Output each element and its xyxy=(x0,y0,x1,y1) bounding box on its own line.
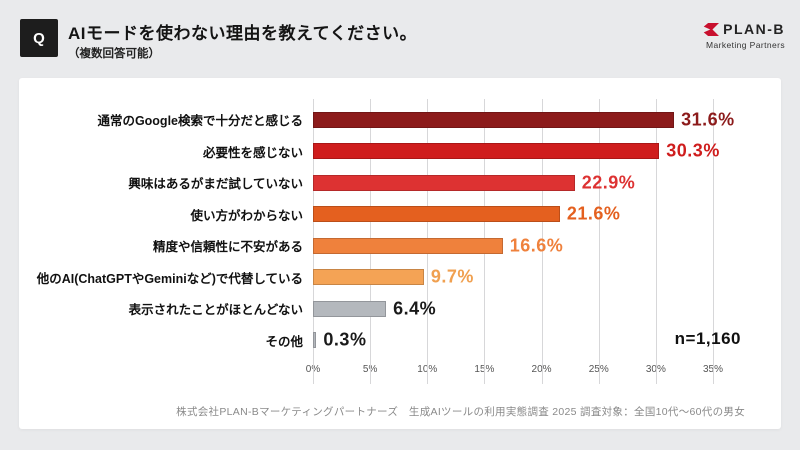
category-label: 通常のGoogle検索で十分だと感じる xyxy=(97,114,303,129)
bar-value-label: 9.7% xyxy=(430,266,474,287)
logo-row: PLAN-B xyxy=(699,21,785,37)
bar-track: 22.9% xyxy=(313,167,741,199)
plan-b-logo: PLAN-B Marketing Partners xyxy=(699,21,785,50)
bar-track: 30.3% xyxy=(313,136,741,168)
bar-value-label: 21.6% xyxy=(566,203,621,224)
category-label: 興味はあるがまだ試していない xyxy=(128,177,303,192)
source-caption: 株式会社PLAN-Bマーケティングパートナーズ 生成AIツールの利用実態調査 2… xyxy=(176,406,745,418)
bar xyxy=(313,237,503,254)
bar xyxy=(313,143,660,160)
bar xyxy=(313,332,317,349)
bar xyxy=(313,111,675,128)
category-label: 精度や信頼性に不安がある xyxy=(152,240,303,255)
gridline xyxy=(655,99,657,384)
gridline xyxy=(713,99,714,384)
bar-track: 0.3% xyxy=(313,325,741,357)
plan-b-logo-icon xyxy=(703,22,720,36)
chart-rows: 通常のGoogle検索で十分だと感じる 31.6% 必要性を感じない 30.3% 興味は… xyxy=(33,104,741,356)
bar-chart: 通常のGoogle検索で十分だと感じる 31.6% 必要性を感じない 30.3% 興味は… xyxy=(33,99,741,384)
logo-name: PLAN-B xyxy=(723,21,785,37)
bar-value-label: 6.4% xyxy=(393,298,437,319)
chart-row: その他 0.3% xyxy=(33,325,741,357)
page-subtitle: （複数回答可能） xyxy=(68,48,160,60)
chart-row: 必要性を感じない 30.3% xyxy=(33,136,741,168)
chart-row: 表示されたことがほとんどない 6.4% xyxy=(33,293,741,325)
bar-value-label: 30.3% xyxy=(666,140,720,161)
page-title: AIモードを使わない理由を教えてください。 xyxy=(68,24,418,43)
chart-row: 他のAI(ChatGPTやGeminiなど)で代替している 9.7% xyxy=(33,262,741,294)
bar-track: 21.6% xyxy=(313,199,741,231)
chart-row: 興味はあるがまだ試していない 22.9% xyxy=(33,167,741,199)
chart-card: 通常のGoogle検索で十分だと感じる 31.6% 必要性を感じない 30.3% 興味は… xyxy=(19,78,781,429)
bar-value-label: 31.6% xyxy=(681,109,735,130)
bar-track: 6.4% xyxy=(313,293,741,325)
gridline xyxy=(541,99,543,384)
category-label: その他 xyxy=(265,334,303,349)
bar-value-label: 16.6% xyxy=(509,235,564,256)
bar-value-label: 22.9% xyxy=(581,172,636,193)
category-label: 他のAI(ChatGPTやGeminiなど)で代替している xyxy=(36,271,303,286)
category-label: 使い方がわからない xyxy=(190,208,303,223)
category-label: 必要性を感じない xyxy=(202,145,303,160)
bar-value-label: 0.3% xyxy=(323,329,367,350)
chart-row: 通常のGoogle検索で十分だと感じる 31.6% xyxy=(33,104,741,136)
bar xyxy=(313,174,575,191)
bar xyxy=(313,269,424,286)
bar xyxy=(313,300,387,317)
bar-track: 9.7% xyxy=(313,262,741,294)
gridline xyxy=(598,99,600,384)
question-badge: Q xyxy=(20,19,58,57)
logo-tagline: Marketing Partners xyxy=(705,40,785,50)
category-label: 表示されたことがほとんどない xyxy=(128,303,303,318)
bar-track: 16.6% xyxy=(313,230,741,262)
chart-row: 使い方がわからない 21.6% xyxy=(33,199,741,231)
question-badge-label: Q xyxy=(33,29,45,47)
bar-track: 31.6% xyxy=(313,104,741,136)
bar xyxy=(313,206,560,223)
sample-size-label: n=1,160 xyxy=(674,329,741,348)
chart-row: 精度や信頼性に不安がある 16.6% xyxy=(33,230,741,262)
